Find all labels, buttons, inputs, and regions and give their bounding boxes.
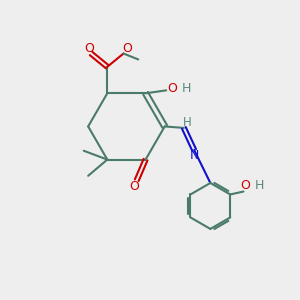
Text: O: O [122,42,132,55]
Text: O: O [85,42,94,55]
Text: H: H [255,179,264,192]
Text: O: O [129,180,139,193]
Text: H: H [182,82,191,95]
Text: O: O [168,82,178,95]
Text: N: N [190,149,199,162]
Text: O: O [241,179,250,192]
Text: H: H [183,116,192,129]
